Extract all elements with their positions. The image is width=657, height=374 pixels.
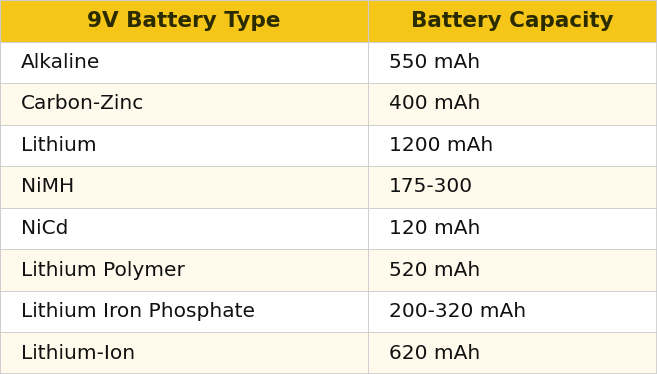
Bar <box>368 332 657 374</box>
Bar <box>0 0 368 42</box>
Bar <box>368 125 657 166</box>
Bar <box>368 0 657 42</box>
Text: NiCd: NiCd <box>21 219 68 238</box>
Bar <box>368 291 657 332</box>
Text: Carbon-Zinc: Carbon-Zinc <box>21 94 145 113</box>
Bar <box>368 249 657 291</box>
Bar <box>0 166 368 208</box>
Text: 9V Battery Type: 9V Battery Type <box>87 11 281 31</box>
Bar <box>0 42 368 83</box>
Text: Lithium Iron Phosphate: Lithium Iron Phosphate <box>21 302 255 321</box>
Bar <box>0 332 368 374</box>
Text: Lithium Polymer: Lithium Polymer <box>21 261 185 280</box>
Text: Alkaline: Alkaline <box>21 53 101 72</box>
Bar <box>0 291 368 332</box>
Bar <box>0 83 368 125</box>
Bar <box>0 208 368 249</box>
Text: Lithium: Lithium <box>21 136 97 155</box>
Text: 1200 mAh: 1200 mAh <box>389 136 493 155</box>
Text: Lithium-Ion: Lithium-Ion <box>21 344 135 363</box>
Text: Battery Capacity: Battery Capacity <box>411 11 614 31</box>
Bar <box>0 125 368 166</box>
Text: 175-300: 175-300 <box>389 178 473 196</box>
Text: 400 mAh: 400 mAh <box>389 94 480 113</box>
Bar <box>368 208 657 249</box>
Text: 520 mAh: 520 mAh <box>389 261 480 280</box>
Text: NiMH: NiMH <box>21 178 74 196</box>
Bar <box>368 83 657 125</box>
Text: 620 mAh: 620 mAh <box>389 344 480 363</box>
Text: 120 mAh: 120 mAh <box>389 219 480 238</box>
Text: 550 mAh: 550 mAh <box>389 53 480 72</box>
Bar <box>368 166 657 208</box>
Text: 200-320 mAh: 200-320 mAh <box>389 302 526 321</box>
Bar <box>368 42 657 83</box>
Bar <box>0 249 368 291</box>
